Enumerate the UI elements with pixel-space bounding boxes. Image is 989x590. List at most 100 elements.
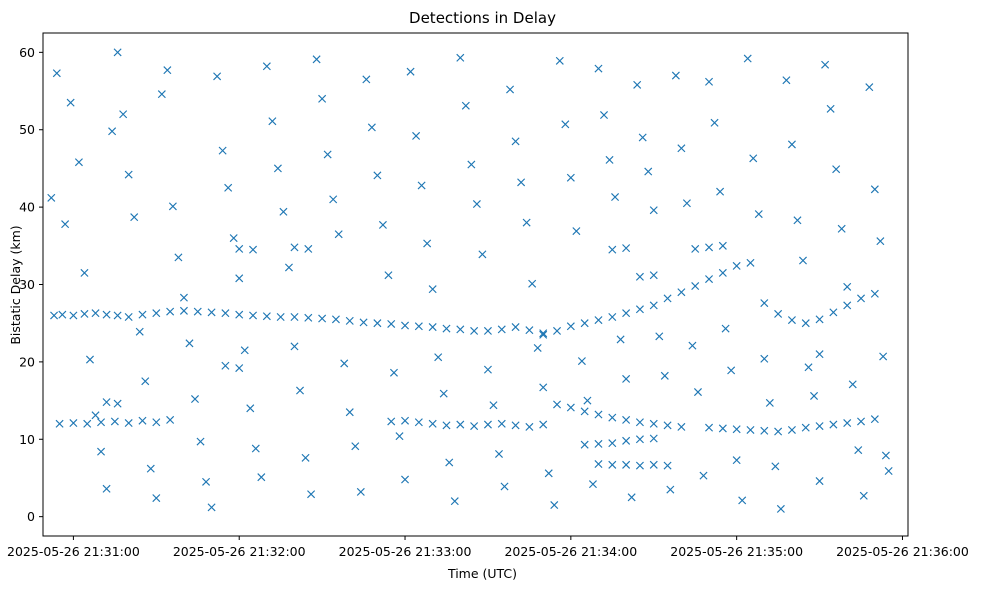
data-point [304,244,313,253]
y-tick-label: 0 [27,509,35,524]
data-point [193,307,202,316]
data-point [276,312,285,322]
data-point [91,411,100,420]
data-point [318,94,327,103]
data-point [428,323,437,332]
data-point [414,418,423,427]
data-point [373,319,382,328]
data-point [787,425,796,434]
data-point [522,218,531,227]
data-point [351,442,360,451]
data-point [152,494,161,503]
data-point [638,133,647,142]
data-point [80,309,89,318]
data-point [594,439,603,448]
data-point [774,427,783,436]
data-point [718,241,727,250]
data-point [108,127,117,136]
data-point [649,206,658,215]
data-point [801,319,810,328]
data-point [249,245,258,254]
data-point [771,462,780,471]
data-point [190,395,200,404]
data-point [553,326,562,335]
data-point [456,420,465,429]
data-point [456,53,465,62]
data-point [671,71,680,80]
data-point [138,310,147,319]
data-point [533,343,542,352]
data-point [594,316,603,325]
data-point [69,311,78,320]
data-point [185,339,194,348]
data-point [539,420,548,429]
y-tick-label: 30 [19,277,35,292]
data-point [760,354,769,363]
data-point [539,383,548,392]
data-point [718,424,727,433]
data-point [483,420,492,429]
data-point [102,398,111,407]
data-point [705,77,714,86]
x-axis-label: Time (UTC) [447,566,517,581]
data-point [688,341,697,350]
data-point [580,407,589,416]
data-point [511,137,520,146]
data-point [677,144,686,153]
data-point [334,230,343,239]
x-tick-label: 2025-05-26 21:35:00 [670,544,803,559]
data-point [810,391,819,400]
data-point [843,282,852,291]
data-point [749,154,758,163]
data-point [97,447,106,456]
data-point [284,263,293,272]
data-point [705,275,714,284]
data-point [345,408,354,417]
data-point [815,315,824,324]
data-point [497,325,506,334]
data-point [649,460,658,469]
data-point [622,244,631,253]
data-point [235,274,244,283]
data-point [442,421,451,430]
data-point [262,312,271,321]
data-point [616,335,625,344]
data-point [605,155,614,164]
data-point [179,306,188,315]
data-point [870,185,879,194]
data-point [240,346,249,355]
data-point [721,324,730,333]
data-point [635,461,644,470]
data-point [555,56,564,65]
data-point [124,170,133,179]
data-point [854,446,863,455]
data-point [428,285,437,294]
data-point [525,326,534,335]
data-point [635,435,644,444]
data-point [356,487,365,496]
data-point [525,422,534,431]
data-point [710,118,719,127]
y-axis-ticks: 0 10 20 30 40 50 60 [19,45,43,524]
data-point [318,314,327,323]
chart-title: Detections in Delay [409,9,556,27]
data-point [627,493,636,502]
data-point [290,312,299,322]
data-point [470,422,479,431]
data-point [599,111,609,120]
data-point [635,305,644,314]
data-point [359,318,368,327]
data-point [461,101,470,110]
data-point [622,374,631,383]
data-point [301,453,310,462]
data-point [423,239,432,248]
data-point [553,400,562,409]
data-point [279,207,288,216]
data-point [401,416,410,425]
data-point [848,380,857,389]
data-point [857,294,866,303]
data-point [622,460,631,469]
data-point [517,178,526,187]
data-point [718,268,727,277]
